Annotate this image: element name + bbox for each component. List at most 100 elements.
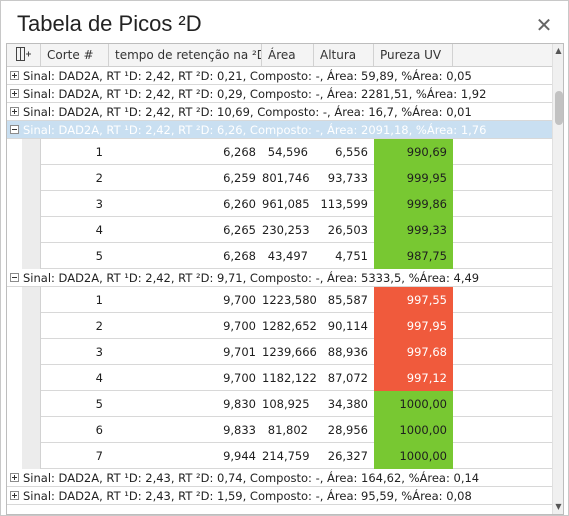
table-row[interactable]: 3 6,260 961,085 113,599 999,86 xyxy=(7,191,552,217)
cell-tempo: 6,265 xyxy=(223,223,256,237)
group-row[interactable]: Sinal: DAD2A, RT ¹D: 2,42, RT ²D: 6,26, … xyxy=(7,121,552,139)
cell-pureza: 1000,00 xyxy=(374,391,453,417)
group-row[interactable]: Sinal: DAD2A, RT ¹D: 2,42, RT ²D: 0,29, … xyxy=(7,85,552,103)
cell-pureza: 990,69 xyxy=(374,139,453,165)
column-header-pureza[interactable]: Pureza UV xyxy=(374,44,453,66)
row-selector[interactable] xyxy=(22,417,41,443)
column-header-altura[interactable]: Altura xyxy=(314,44,374,66)
row-selector[interactable] xyxy=(22,287,41,313)
table-row[interactable]: 2 9,700 1282,652 90,114 997,95 xyxy=(7,313,552,339)
expand-icon[interactable] xyxy=(10,491,19,500)
group-row[interactable]: Sinal: DAD2A, RT ¹D: 2,42, RT ²D: 10,69,… xyxy=(7,103,552,121)
cell-pureza: 1000,00 xyxy=(374,417,453,443)
cell-corte: 5 xyxy=(95,397,103,411)
group-summary: Sinal: DAD2A, RT ¹D: 2,42, RT ²D: 0,29, … xyxy=(23,87,487,101)
row-selector[interactable] xyxy=(22,139,41,165)
group-indent xyxy=(7,339,22,365)
expand-icon[interactable] xyxy=(10,473,19,482)
column-header-tempo[interactable]: tempo de retenção na ²D xyxy=(109,44,262,66)
expand-icon[interactable] xyxy=(10,107,19,116)
cell-corte: 3 xyxy=(95,197,103,211)
column-header-area[interactable]: Área xyxy=(262,44,314,66)
cell-tempo: 9,944 xyxy=(223,449,256,463)
table-row[interactable]: 5 6,268 43,497 4,751 987,75 xyxy=(7,243,552,269)
group-row[interactable]: Sinal: DAD2A, RT ¹D: 2,43, RT ²D: 1,59, … xyxy=(7,487,552,505)
cell-area: 1182,122 xyxy=(262,371,317,385)
table-row[interactable]: 3 9,701 1239,666 88,936 997,68 xyxy=(7,339,552,365)
cell-altura: 6,556 xyxy=(335,145,368,159)
cell-corte: 1 xyxy=(95,293,103,307)
cell-tempo: 6,259 xyxy=(223,171,256,185)
cell-area: 108,925 xyxy=(262,397,310,411)
column-chooser-button[interactable] xyxy=(7,44,41,66)
group-indent xyxy=(7,365,22,391)
row-selector[interactable] xyxy=(22,217,41,243)
cell-pureza: 1000,00 xyxy=(374,443,453,469)
cell-corte: 4 xyxy=(95,223,103,237)
cell-tempo: 9,700 xyxy=(223,371,256,385)
close-icon[interactable]: ✕ xyxy=(535,13,553,37)
cell-tempo: 6,260 xyxy=(223,197,256,211)
group-indent xyxy=(7,139,22,165)
scrollbar-thumb[interactable] xyxy=(555,91,563,125)
cell-corte: 5 xyxy=(95,249,103,263)
row-selector[interactable] xyxy=(22,443,41,469)
row-selector[interactable] xyxy=(22,365,41,391)
table-row[interactable]: 4 6,265 230,253 26,503 999,33 xyxy=(7,217,552,243)
cell-area: 54,596 xyxy=(267,145,308,159)
collapse-icon[interactable] xyxy=(10,125,19,134)
scroll-up-icon[interactable]: ▲ xyxy=(555,46,562,55)
scroll-down-icon[interactable]: ▼ xyxy=(555,502,562,511)
cell-pureza: 997,68 xyxy=(374,339,453,365)
group-indent xyxy=(7,287,22,313)
table-row[interactable]: 1 6,268 54,596 6,556 990,69 xyxy=(7,139,552,165)
group-summary: Sinal: DAD2A, RT ¹D: 2,42, RT ²D: 6,26, … xyxy=(23,123,487,137)
row-selector[interactable] xyxy=(22,313,41,339)
window-title: Tabela de Picos ²D xyxy=(17,11,202,36)
column-chooser-icon xyxy=(16,47,31,61)
cell-area: 81,802 xyxy=(267,423,308,437)
group-indent xyxy=(7,443,22,469)
row-selector[interactable] xyxy=(22,191,41,217)
table-body: Sinal: DAD2A, RT ¹D: 2,42, RT ²D: 0,21, … xyxy=(7,67,552,514)
vertical-scrollbar[interactable]: ▲ ▼ xyxy=(552,44,563,514)
table-row[interactable]: 7 9,944 214,759 26,327 1000,00 xyxy=(7,443,552,469)
group-row[interactable]: Sinal: DAD2A, RT ¹D: 2,42, RT ²D: 9,71, … xyxy=(7,269,552,287)
cell-corte: 1 xyxy=(95,145,103,159)
table-row[interactable]: 2 6,259 801,746 93,733 999,95 xyxy=(7,165,552,191)
row-selector[interactable] xyxy=(22,391,41,417)
cell-tempo: 6,268 xyxy=(223,145,256,159)
row-selector[interactable] xyxy=(22,243,41,269)
row-selector[interactable] xyxy=(22,339,41,365)
cell-pureza: 999,33 xyxy=(374,217,453,243)
cell-altura: 85,587 xyxy=(327,293,368,307)
cell-tempo: 9,700 xyxy=(223,319,256,333)
cell-tempo: 9,700 xyxy=(223,293,256,307)
cell-corte: 6 xyxy=(95,423,103,437)
group-row[interactable]: Sinal: DAD2A, RT ¹D: 2,42, RT ²D: 0,21, … xyxy=(7,67,552,85)
table-row[interactable]: 5 9,830 108,925 34,380 1000,00 xyxy=(7,391,552,417)
table-row[interactable]: 1 9,700 1223,580 85,587 997,55 xyxy=(7,287,552,313)
cell-altura: 88,936 xyxy=(327,345,368,359)
cell-altura: 34,380 xyxy=(327,397,368,411)
cell-altura: 26,503 xyxy=(327,223,368,237)
cell-altura: 87,072 xyxy=(327,371,368,385)
row-selector[interactable] xyxy=(22,165,41,191)
group-indent xyxy=(7,417,22,443)
collapse-icon[interactable] xyxy=(10,273,19,282)
peak-table-grid: Corte # tempo de retenção na ²D Área Alt… xyxy=(6,43,564,515)
group-row[interactable]: Sinal: DAD2A, RT ¹D: 2,43, RT ²D: 0,74, … xyxy=(7,469,552,487)
group-indent xyxy=(7,165,22,191)
table-row[interactable]: 6 9,833 81,802 28,956 1000,00 xyxy=(7,417,552,443)
expand-icon[interactable] xyxy=(10,89,19,98)
cell-pureza: 999,86 xyxy=(374,191,453,217)
expand-icon[interactable] xyxy=(10,71,19,80)
cell-tempo: 9,830 xyxy=(223,397,256,411)
cell-altura: 26,327 xyxy=(327,449,368,463)
cell-area: 214,759 xyxy=(262,449,310,463)
column-header-corte[interactable]: Corte # xyxy=(41,44,109,66)
cell-pureza: 987,75 xyxy=(374,243,453,269)
group-summary: Sinal: DAD2A, RT ¹D: 2,42, RT ²D: 0,21, … xyxy=(23,69,472,83)
table-row[interactable]: 4 9,700 1182,122 87,072 997,12 xyxy=(7,365,552,391)
